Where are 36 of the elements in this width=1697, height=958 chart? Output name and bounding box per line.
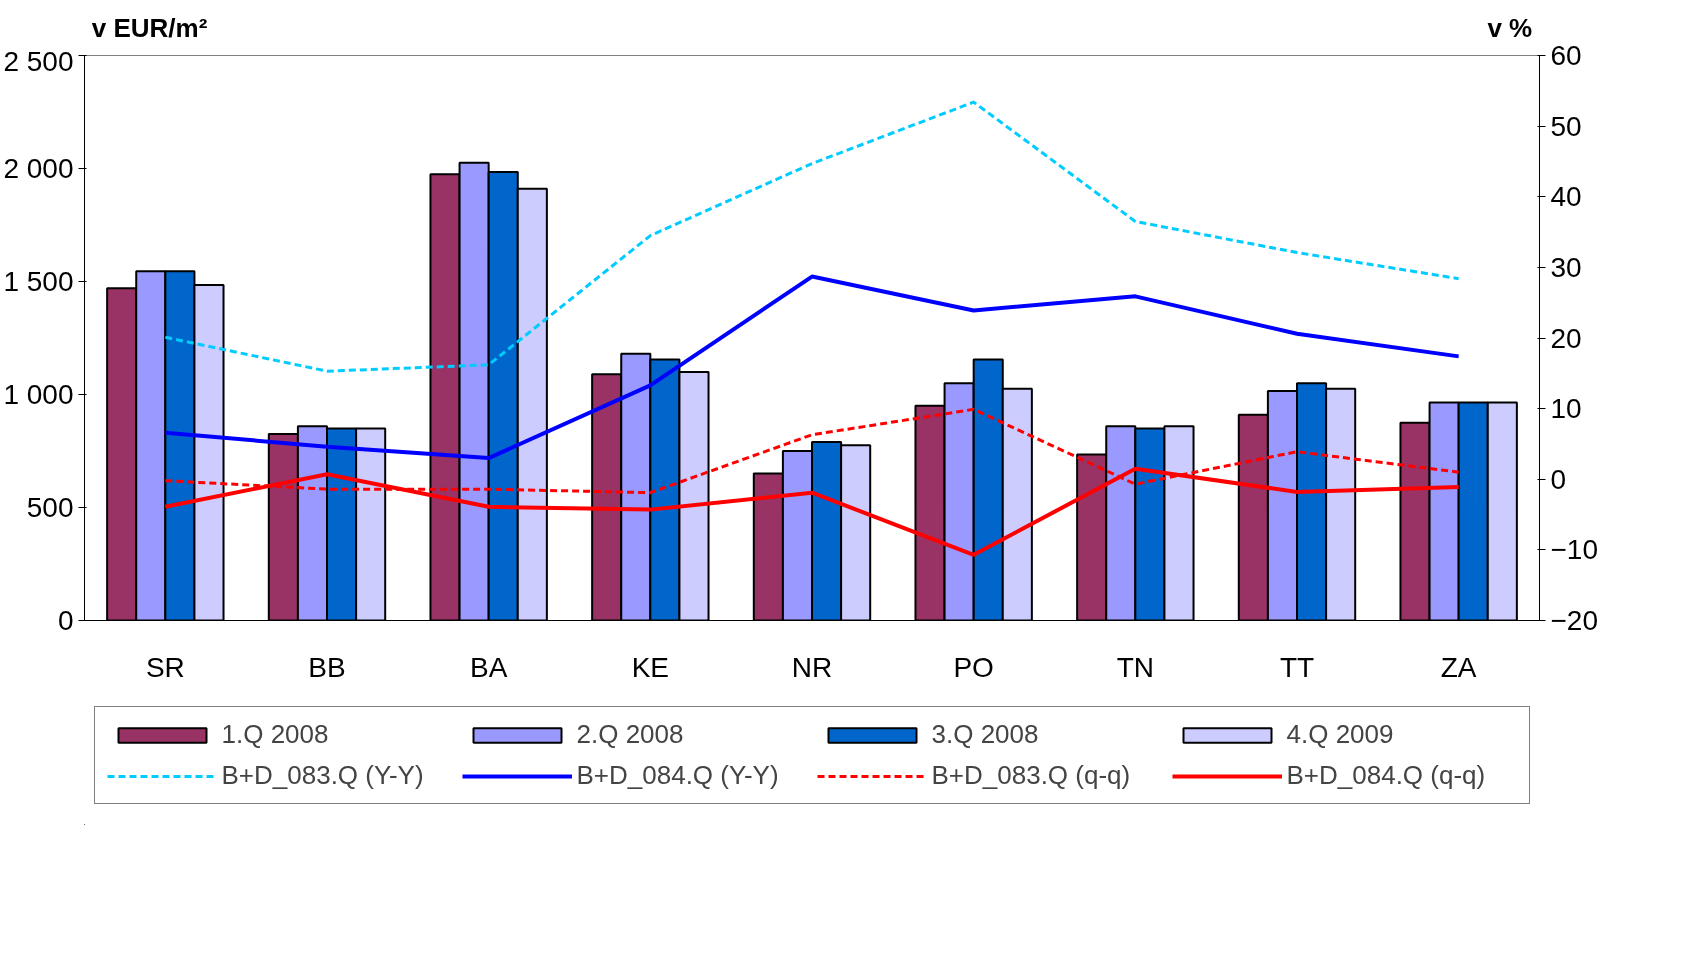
y2-tick-label: −10 xyxy=(1550,534,1598,566)
x-tick-label: BB xyxy=(308,651,346,683)
legend-label: 1.Q 2008 xyxy=(221,719,330,750)
y2-tick-label: 60 xyxy=(1550,40,1582,71)
x-tick-label: ZA xyxy=(1440,651,1477,683)
y2-tick-label: 40 xyxy=(1550,181,1582,213)
legend-label: B+D_083.Q (q-q) xyxy=(931,760,1132,791)
y2-tick-label: 10 xyxy=(1550,393,1582,425)
x-tick-label: PO xyxy=(953,651,994,683)
y-tick-label: 1 500 xyxy=(3,266,74,297)
x-tick-label: SR xyxy=(145,651,185,683)
legend-label: B+D_083.Q (Y-Y) xyxy=(221,760,425,791)
y-axis-title: v EUR/m² xyxy=(91,12,208,43)
y2-tick-label: −20 xyxy=(1550,605,1598,636)
x-tick-label: TN xyxy=(1116,651,1154,683)
y-tick-label: 2 000 xyxy=(3,153,74,184)
y-tick-label: 500 xyxy=(26,492,74,523)
legend-label: B+D_084.Q (Y-Y) xyxy=(576,760,780,791)
y2-tick-label: 30 xyxy=(1550,251,1582,283)
x-tick-label: TT xyxy=(1279,651,1315,683)
x-tick-label: KE xyxy=(631,651,670,683)
y-tick-label: 0 xyxy=(57,605,74,636)
legend-label: 2.Q 2008 xyxy=(576,719,685,750)
y-tick-label: 2 500 xyxy=(3,45,74,77)
y2-axis-title: v % xyxy=(1487,12,1533,43)
y2-tick-label: 0 xyxy=(1550,463,1567,495)
legend-label: 4.Q 2009 xyxy=(1286,719,1395,750)
y-tick-label: 1 000 xyxy=(3,379,74,410)
legend-label: B+D_084.Q (q-q) xyxy=(1286,760,1487,791)
line-series xyxy=(163,100,1461,373)
y2-tick-label: 20 xyxy=(1550,322,1582,354)
line-series xyxy=(163,274,1461,461)
legend-label: 3.Q 2008 xyxy=(931,719,1040,750)
x-tick-label: BA xyxy=(469,651,508,683)
y2-tick-label: 50 xyxy=(1550,110,1582,142)
x-tick-label: NR xyxy=(791,651,833,683)
